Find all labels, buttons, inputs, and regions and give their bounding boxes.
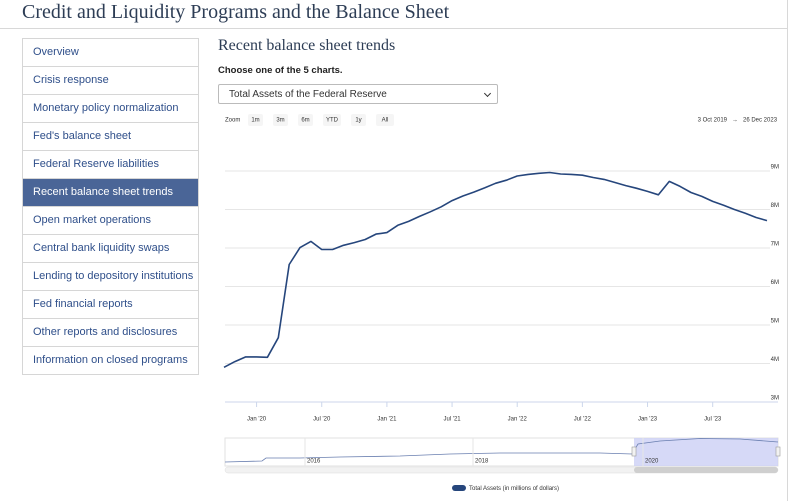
nav-item[interactable]: Open market operations	[23, 207, 198, 235]
series-line	[223, 171, 768, 369]
zoom-button-label[interactable]: YTD	[326, 118, 339, 124]
nav-item[interactable]: Central bank liquidity swaps	[23, 235, 198, 263]
x-tick-label: Jan '23	[638, 417, 658, 423]
y-tick-label: 9M	[771, 165, 779, 171]
date-from[interactable]: 3 Oct 2019	[698, 118, 728, 124]
nav-item[interactable]: Overview	[23, 39, 198, 67]
date-to[interactable]: 26 Dec 2023	[743, 118, 778, 124]
zoom-button-label[interactable]: All	[382, 118, 389, 124]
side-nav: Overview Crisis response Monetary policy n…	[22, 38, 199, 375]
legend-label[interactable]: Total Assets (in millions of dollars)	[469, 486, 559, 492]
x-tick-label: Jul '22	[574, 417, 592, 423]
legend-symbol	[452, 485, 466, 491]
nav-item[interactable]: Lending to depository institutions	[23, 263, 198, 291]
navigator-handle[interactable]	[631, 446, 637, 457]
y-tick-label: 8M	[771, 203, 779, 209]
navigator-selection	[634, 438, 778, 466]
zoom-button-label[interactable]: 1y	[355, 118, 361, 124]
zoom-button[interactable]	[351, 114, 366, 126]
nav-item[interactable]: Information on closed programs	[33, 354, 188, 366]
y-tick-label: 6M	[771, 280, 779, 286]
navigator-label: 2018	[475, 459, 489, 465]
nav-item[interactable]: Crisis response	[23, 67, 198, 95]
scrollbar-thumb[interactable]	[634, 467, 778, 473]
zoom-button[interactable]	[273, 114, 288, 126]
x-tick-label: Jul '20	[313, 417, 331, 423]
zoom-button[interactable]	[376, 114, 394, 126]
nav-item[interactable]: Recent balance sheet trends	[23, 179, 198, 207]
zoom-button-label[interactable]: 1m	[251, 118, 259, 124]
zoom-button[interactable]	[298, 114, 313, 126]
nav-item[interactable]: Federal Reserve liabilities	[23, 151, 198, 179]
x-tick-label: Jan '22	[508, 417, 528, 423]
divider	[787, 0, 788, 501]
nav-item[interactable]: Monetary policy normalization	[23, 95, 198, 123]
zoom-button[interactable]	[248, 114, 263, 126]
x-tick-label: Jul '21	[443, 417, 461, 423]
chart-select[interactable]: Total Assets of the Federal Reserve	[218, 84, 498, 104]
y-tick-label: 7M	[771, 242, 779, 248]
y-tick-label: 5M	[771, 319, 779, 325]
navigator-handle[interactable]	[775, 446, 781, 457]
zoom-button-label[interactable]: 3m	[276, 118, 284, 124]
x-tick-label: Jan '21	[377, 417, 397, 423]
y-tick-label: 3M	[771, 396, 779, 402]
nav-item[interactable]: Fed financial reports	[23, 291, 198, 319]
nav-item[interactable]: Fed's balance sheet	[23, 123, 198, 151]
divider	[0, 28, 788, 29]
page-title: Credit and Liquidity Programs and the Ba…	[22, 1, 450, 23]
x-tick-label: Jul '23	[704, 417, 722, 423]
date-arrow: →	[732, 118, 738, 124]
x-tick-label: Jan '20	[247, 417, 267, 423]
y-tick-label: 4M	[771, 357, 779, 363]
nav-item[interactable]: Other reports and disclosures	[23, 319, 198, 347]
navigator-label: 2020	[645, 459, 659, 465]
zoom-button[interactable]	[323, 114, 341, 126]
navigator-label: 2016	[307, 459, 321, 465]
navigator-line	[224, 438, 779, 463]
section-title: Recent balance sheet trends	[218, 37, 396, 54]
prompt: Choose one of the 5 charts.	[218, 65, 343, 76]
zoom-label: Zoom	[225, 118, 240, 124]
zoom-button-label[interactable]: 6m	[301, 118, 309, 124]
